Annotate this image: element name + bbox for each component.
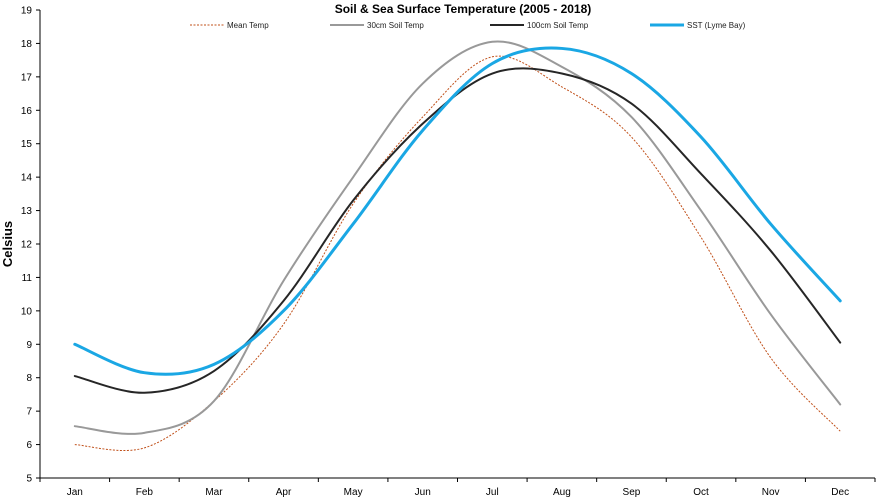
x-tick-label: Mar: [205, 487, 223, 498]
x-tick-label: Aug: [553, 487, 571, 498]
x-tick-label: Apr: [276, 487, 292, 498]
x-tick-label: Dec: [831, 487, 849, 498]
y-tick-label: 18: [21, 39, 33, 50]
x-tick-label: Sep: [623, 487, 641, 498]
x-tick-label: May: [344, 487, 363, 498]
x-tick-label: Jun: [415, 487, 431, 498]
series-line-sst-lyme-bay: [73, 46, 842, 376]
x-tick-label: Jan: [67, 487, 83, 498]
y-tick-label: 12: [21, 240, 33, 251]
y-tick-label: 15: [21, 139, 33, 150]
y-tick-label: 11: [22, 273, 33, 284]
y-tick-label: 7: [26, 407, 32, 418]
legend: Mean Temp 30cm Soil Temp 100cm Soil Temp SS…: [190, 21, 746, 30]
legend-label-mean-temp: Mean Temp: [227, 21, 269, 30]
x-tick-label: Feb: [136, 487, 154, 498]
legend-label-sst-lyme-bay: SST (Lyme Bay): [687, 21, 746, 30]
x-tick-label: Jul: [486, 487, 499, 498]
y-axis-label: Celsius: [0, 221, 15, 267]
y-tick-label: 14: [21, 173, 33, 184]
legend-label-30cm-soil-temp: 30cm Soil Temp: [367, 21, 424, 30]
series-line-mean-temp: [74, 55, 841, 451]
y-tick-label: 19: [21, 6, 33, 17]
legend-label-100cm-soil-temp: 100cm Soil Temp: [527, 21, 589, 30]
y-tick-label: 6: [26, 440, 32, 451]
series-line-30cm-soil-temp: [73, 40, 842, 435]
chart-title: Soil & Sea Surface Temperature (2005 - 2…: [335, 2, 592, 16]
y-tick-label: 16: [21, 106, 33, 117]
y-tick-label: 9: [26, 340, 32, 351]
plot-area: 5 6 7 8 9 10 11 12 13 14 15 16 17 18 19 Jan Feb Mar Apr May…: [21, 6, 876, 498]
y-tick-label: 5: [26, 474, 32, 485]
y-tick-label: 13: [21, 206, 33, 217]
x-tick-label: Oct: [693, 487, 709, 498]
series-line-100cm-soil-temp: [73, 67, 842, 394]
y-tick-label: 17: [21, 72, 33, 83]
y-tick-label: 8: [26, 373, 32, 384]
x-tick-label: Nov: [762, 487, 780, 498]
y-tick-label: 10: [21, 306, 33, 317]
